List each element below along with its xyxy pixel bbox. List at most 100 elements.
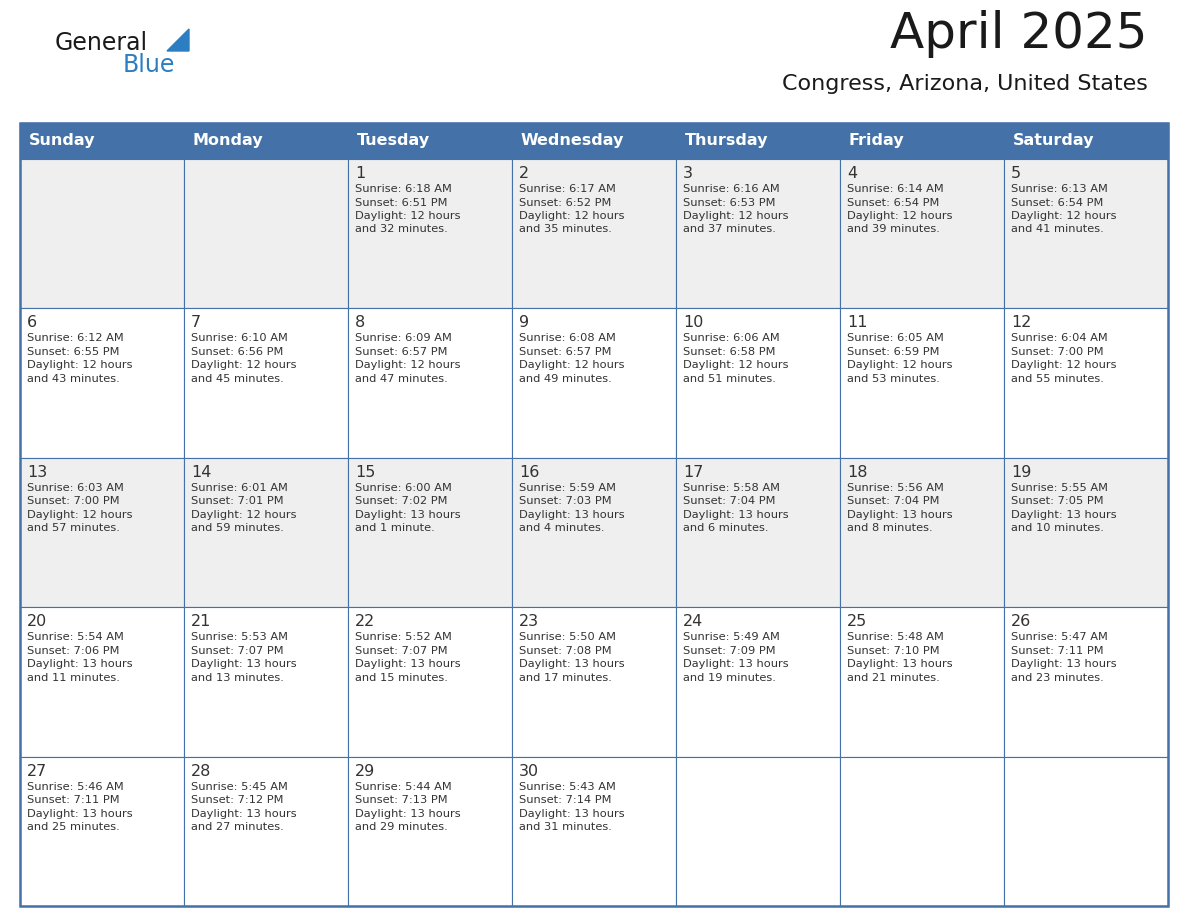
Text: Sunset: 7:05 PM: Sunset: 7:05 PM	[1011, 497, 1104, 507]
Text: 4: 4	[847, 166, 857, 181]
Bar	[184, 458, 348, 607]
Bar	[1004, 458, 1168, 607]
Bar	[840, 756, 1004, 906]
Text: Daylight: 13 hours: Daylight: 13 hours	[191, 809, 297, 819]
Text: 10: 10	[683, 316, 703, 330]
Text: Daylight: 13 hours: Daylight: 13 hours	[191, 659, 297, 669]
Bar	[348, 308, 512, 458]
Bar	[20, 458, 184, 607]
Bar	[20, 756, 184, 906]
Text: and 49 minutes.: and 49 minutes.	[519, 374, 612, 384]
Text: Sunrise: 5:52 AM: Sunrise: 5:52 AM	[355, 633, 451, 643]
Text: Daylight: 13 hours: Daylight: 13 hours	[847, 659, 953, 669]
Text: Daylight: 13 hours: Daylight: 13 hours	[683, 659, 789, 669]
Bar	[184, 159, 348, 308]
Bar	[840, 308, 1004, 458]
Text: Daylight: 12 hours: Daylight: 12 hours	[683, 211, 789, 221]
Text: Sunrise: 5:44 AM: Sunrise: 5:44 AM	[355, 781, 451, 791]
Text: Sunset: 7:00 PM: Sunset: 7:00 PM	[1011, 347, 1104, 357]
Text: and 8 minutes.: and 8 minutes.	[847, 523, 933, 533]
Text: 1: 1	[355, 166, 365, 181]
Text: Tuesday: Tuesday	[358, 133, 430, 149]
Bar	[348, 123, 512, 159]
Text: 29: 29	[355, 764, 375, 778]
Text: Sunrise: 5:58 AM: Sunrise: 5:58 AM	[683, 483, 781, 493]
Text: Sunset: 6:58 PM: Sunset: 6:58 PM	[683, 347, 776, 357]
Text: 8: 8	[355, 316, 365, 330]
Text: Daylight: 13 hours: Daylight: 13 hours	[1011, 659, 1117, 669]
Text: Daylight: 13 hours: Daylight: 13 hours	[27, 659, 133, 669]
Text: and 11 minutes.: and 11 minutes.	[27, 673, 120, 683]
Text: and 19 minutes.: and 19 minutes.	[683, 673, 776, 683]
Text: Sunset: 7:02 PM: Sunset: 7:02 PM	[355, 497, 448, 507]
Text: and 29 minutes.: and 29 minutes.	[355, 823, 448, 832]
Text: 18: 18	[847, 465, 867, 480]
Text: Sunset: 6:54 PM: Sunset: 6:54 PM	[1011, 197, 1104, 207]
Text: Sunset: 6:55 PM: Sunset: 6:55 PM	[27, 347, 120, 357]
Polygon shape	[168, 29, 189, 51]
Text: Sunrise: 5:56 AM: Sunrise: 5:56 AM	[847, 483, 944, 493]
Text: 16: 16	[519, 465, 539, 480]
Text: Daylight: 13 hours: Daylight: 13 hours	[355, 509, 461, 520]
Text: Sunset: 7:00 PM: Sunset: 7:00 PM	[27, 497, 120, 507]
Text: Sunset: 7:04 PM: Sunset: 7:04 PM	[847, 497, 940, 507]
Text: Friday: Friday	[849, 133, 904, 149]
Text: 11: 11	[847, 316, 867, 330]
Text: Daylight: 12 hours: Daylight: 12 hours	[355, 361, 461, 370]
Text: and 4 minutes.: and 4 minutes.	[519, 523, 605, 533]
Text: Sunset: 6:57 PM: Sunset: 6:57 PM	[519, 347, 612, 357]
Bar	[184, 607, 348, 756]
Text: Daylight: 12 hours: Daylight: 12 hours	[27, 361, 133, 370]
Text: 14: 14	[191, 465, 211, 480]
Bar	[1004, 159, 1168, 308]
Bar	[676, 607, 840, 756]
Bar	[512, 123, 676, 159]
Text: 22: 22	[355, 614, 375, 629]
Bar	[840, 159, 1004, 308]
Text: 19: 19	[1011, 465, 1031, 480]
Text: 27: 27	[27, 764, 48, 778]
Text: Sunrise: 6:01 AM: Sunrise: 6:01 AM	[191, 483, 287, 493]
Text: Daylight: 12 hours: Daylight: 12 hours	[355, 211, 461, 221]
Bar	[348, 458, 512, 607]
Text: 24: 24	[683, 614, 703, 629]
Text: Sunset: 6:53 PM: Sunset: 6:53 PM	[683, 197, 776, 207]
Text: Daylight: 13 hours: Daylight: 13 hours	[355, 659, 461, 669]
Text: Sunset: 7:14 PM: Sunset: 7:14 PM	[519, 795, 612, 805]
Text: Sunrise: 5:50 AM: Sunrise: 5:50 AM	[519, 633, 617, 643]
Text: Sunset: 7:11 PM: Sunset: 7:11 PM	[27, 795, 120, 805]
Text: 23: 23	[519, 614, 539, 629]
Text: Sunset: 6:51 PM: Sunset: 6:51 PM	[355, 197, 448, 207]
Text: Daylight: 12 hours: Daylight: 12 hours	[847, 211, 953, 221]
Text: Sunday: Sunday	[29, 133, 95, 149]
Text: April 2025: April 2025	[891, 10, 1148, 58]
Text: Daylight: 12 hours: Daylight: 12 hours	[683, 361, 789, 370]
Text: 5: 5	[1011, 166, 1022, 181]
Bar	[184, 308, 348, 458]
Text: Congress, Arizona, United States: Congress, Arizona, United States	[782, 74, 1148, 94]
Text: 9: 9	[519, 316, 529, 330]
Bar	[1004, 756, 1168, 906]
Text: 7: 7	[191, 316, 201, 330]
Bar	[676, 123, 840, 159]
Bar	[1004, 308, 1168, 458]
Text: Daylight: 13 hours: Daylight: 13 hours	[1011, 509, 1117, 520]
Text: Sunset: 7:04 PM: Sunset: 7:04 PM	[683, 497, 776, 507]
Bar	[512, 159, 676, 308]
Text: and 43 minutes.: and 43 minutes.	[27, 374, 120, 384]
Text: 21: 21	[191, 614, 211, 629]
Text: and 35 minutes.: and 35 minutes.	[519, 225, 612, 234]
Text: and 1 minute.: and 1 minute.	[355, 523, 435, 533]
Text: Sunrise: 5:46 AM: Sunrise: 5:46 AM	[27, 781, 124, 791]
Text: 2: 2	[519, 166, 529, 181]
Text: and 47 minutes.: and 47 minutes.	[355, 374, 448, 384]
Text: Sunrise: 6:10 AM: Sunrise: 6:10 AM	[191, 333, 287, 343]
Text: and 25 minutes.: and 25 minutes.	[27, 823, 120, 832]
Bar	[348, 607, 512, 756]
Bar	[512, 308, 676, 458]
Text: and 15 minutes.: and 15 minutes.	[355, 673, 448, 683]
Text: General: General	[55, 31, 148, 55]
Bar	[20, 123, 1168, 906]
Text: Monday: Monday	[192, 133, 264, 149]
Text: Sunset: 6:56 PM: Sunset: 6:56 PM	[191, 347, 284, 357]
